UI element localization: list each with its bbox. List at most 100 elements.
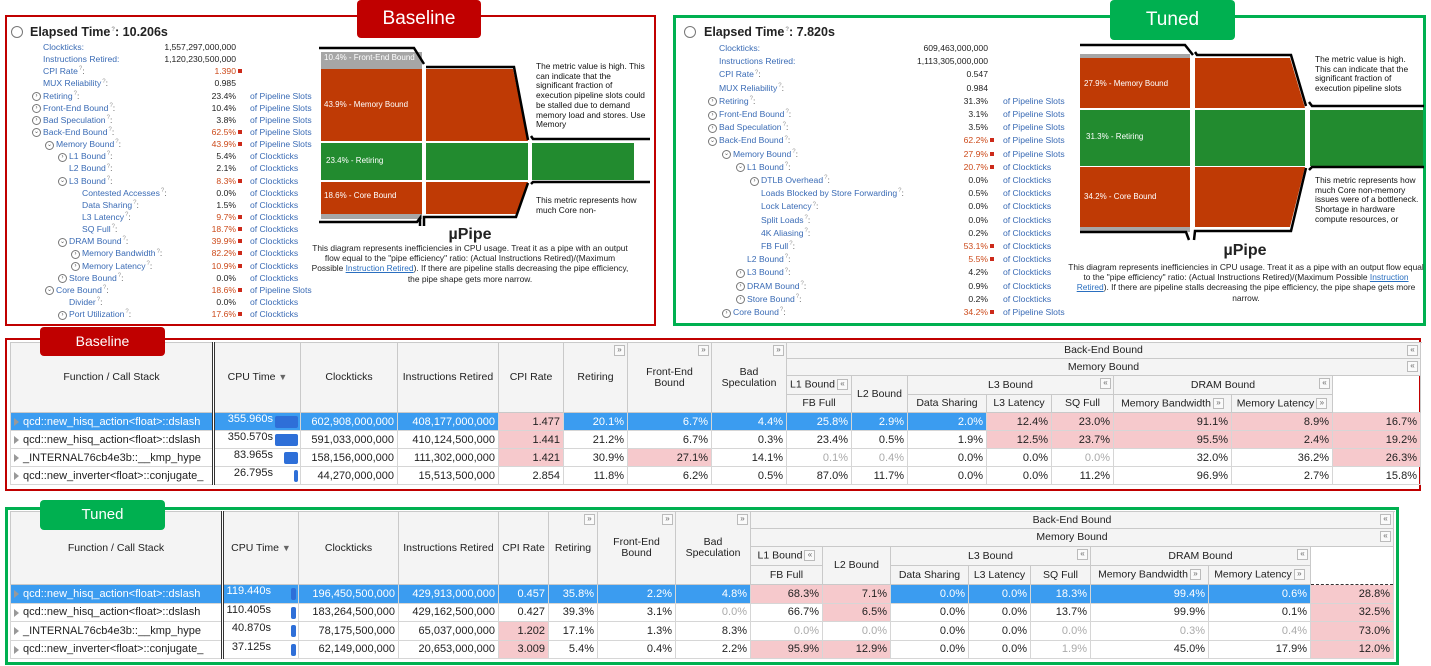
- help-icon[interactable]: ?: [804, 227, 808, 234]
- column-sq-full[interactable]: SQ Full: [1051, 394, 1114, 413]
- function-cell[interactable]: qcd::new_inverter<float>::conjugate_: [10, 466, 215, 485]
- metric-label[interactable]: Lock Latency?:: [761, 201, 818, 211]
- column-clockticks[interactable]: Clockticks: [300, 342, 398, 413]
- help-icon[interactable]: ?: [106, 163, 111, 170]
- column-group-l1-bound[interactable]: L1 Bound: [750, 546, 823, 566]
- metric-label[interactable]: DTLB Overhead?:: [761, 175, 830, 185]
- function-cell[interactable]: qcd::new_hisq_action<float>::dslash: [10, 430, 215, 449]
- metric-label[interactable]: Bad Speculation?:: [43, 115, 112, 125]
- help-icon[interactable]: ?: [106, 114, 110, 121]
- expand-column-button[interactable]: [1189, 569, 1201, 581]
- expand-icon[interactable]: [708, 97, 717, 107]
- column-l2-bound[interactable]: L2 Bound: [851, 375, 908, 413]
- metric-label[interactable]: FB Full?:: [761, 241, 795, 251]
- help-icon[interactable]: ?: [800, 280, 804, 287]
- table-row[interactable]: qcd::new_hisq_action<float>::dslash 119.4…: [10, 584, 1394, 604]
- metric-label[interactable]: Divider?:: [69, 297, 102, 307]
- collapse-icon[interactable]: [58, 177, 67, 187]
- metric-label[interactable]: Front-End Bound?:: [43, 103, 115, 113]
- column-l3-latency[interactable]: L3 Latency: [968, 565, 1031, 585]
- table-row[interactable]: _INTERNAL76cb4e3b::__kmp_hype 83.965s 158,…: [10, 448, 1421, 467]
- expand-icon[interactable]: [750, 176, 759, 186]
- column-group-memory-bound[interactable]: Memory Bound: [750, 528, 1394, 547]
- help-icon[interactable]: ?: [789, 241, 793, 248]
- column-group-back-end-bound[interactable]: Back-End Bound: [750, 511, 1394, 529]
- collapse-column-button[interactable]: [1380, 531, 1391, 542]
- expand-icon[interactable]: [32, 92, 41, 102]
- collapse-column-button[interactable]: [836, 379, 848, 391]
- collapse-icon[interactable]: [45, 286, 54, 296]
- column-fb-full[interactable]: FB Full: [750, 565, 823, 585]
- metric-label[interactable]: Clockticks:: [43, 42, 84, 52]
- metric-label[interactable]: Store Bound?:: [69, 273, 124, 283]
- column-data-sharing[interactable]: Data Sharing: [890, 565, 969, 585]
- metric-label[interactable]: L3 Bound?:: [69, 176, 113, 186]
- function-cell[interactable]: _INTERNAL76cb4e3b::__kmp_hype: [10, 448, 215, 467]
- help-icon[interactable]: ?: [784, 135, 788, 142]
- help-icon[interactable]: ?: [73, 90, 77, 97]
- column-cpu-time[interactable]: CPU Time ▼: [213, 342, 301, 413]
- instruction-retired-link[interactable]: Instruction Retired: [1076, 272, 1409, 293]
- help-icon[interactable]: ?: [782, 122, 786, 129]
- help-icon[interactable]: ?: [133, 199, 137, 206]
- metric-label[interactable]: Instructions Retired:: [719, 56, 795, 66]
- help-icon[interactable]: ?: [146, 260, 150, 267]
- function-cell[interactable]: qcd::new_hisq_action<float>::dslash: [10, 602, 224, 622]
- metric-label[interactable]: Core Bound?:: [733, 307, 786, 317]
- help-icon[interactable]: ?: [754, 69, 759, 76]
- expand-icon[interactable]: [71, 249, 80, 259]
- metric-label[interactable]: Back-End Bound?:: [719, 135, 790, 145]
- expand-column-button[interactable]: [662, 514, 673, 525]
- metric-label[interactable]: Memory Bound?:: [733, 149, 798, 159]
- help-icon[interactable]: ?: [792, 148, 796, 155]
- metric-label[interactable]: Contested Accesses?:: [82, 188, 167, 198]
- column-fb-full[interactable]: FB Full: [786, 394, 852, 413]
- column-clockticks[interactable]: Clockticks: [298, 511, 399, 585]
- help-icon[interactable]: ?: [784, 267, 789, 274]
- expand-column-button[interactable]: [773, 345, 784, 356]
- help-icon[interactable]: ?: [108, 127, 112, 134]
- expand-column-button[interactable]: [1212, 397, 1224, 409]
- metric-label[interactable]: L2 Bound?:: [747, 254, 791, 264]
- collapse-column-button[interactable]: [1407, 361, 1418, 372]
- help-icon[interactable]: ?: [804, 214, 808, 221]
- column-instructions-retired[interactable]: Instructions Retired: [398, 511, 499, 585]
- collapse-icon[interactable]: [58, 237, 67, 247]
- help-icon[interactable]: ?: [125, 309, 129, 316]
- column-memory-latency[interactable]: Memory Latency: [1208, 565, 1311, 585]
- table-row[interactable]: _INTERNAL76cb4e3b::__kmp_hype 40.870s 78,1…: [10, 621, 1394, 641]
- metric-label[interactable]: DRAM Bound?:: [747, 281, 806, 291]
- collapse-column-button[interactable]: [1407, 345, 1418, 356]
- help-icon[interactable]: ?: [812, 201, 816, 208]
- metric-label[interactable]: L2 Bound?:: [69, 163, 113, 173]
- help-icon[interactable]: ?: [78, 66, 83, 73]
- metric-label[interactable]: SQ Full?:: [82, 224, 117, 234]
- help-icon[interactable]: ?: [749, 95, 753, 102]
- function-cell[interactable]: qcd::new_hisq_action<float>::dslash: [10, 584, 224, 604]
- column-bad-speculation[interactable]: Bad Speculation: [675, 511, 751, 585]
- metric-label[interactable]: Store Bound?:: [747, 294, 802, 304]
- function-cell[interactable]: _INTERNAL76cb4e3b::__kmp_hype: [10, 621, 224, 641]
- help-icon[interactable]: ?: [125, 212, 129, 219]
- collapse-column-button[interactable]: [1380, 514, 1391, 525]
- metric-label[interactable]: Core Bound?:: [56, 285, 109, 295]
- expand-column-button[interactable]: [737, 514, 748, 525]
- metric-label[interactable]: MUX Reliability?:: [43, 78, 108, 88]
- metric-label[interactable]: MUX Reliability?:: [719, 83, 784, 93]
- help-icon[interactable]: ?: [778, 82, 782, 89]
- help-icon[interactable]: ?: [784, 254, 789, 261]
- metric-label[interactable]: Retiring?:: [719, 96, 755, 106]
- metric-label[interactable]: Front-End Bound?:: [719, 109, 791, 119]
- column-group-dram-bound[interactable]: DRAM Bound: [1090, 546, 1311, 566]
- column-cpi-rate[interactable]: CPI Rate: [498, 342, 564, 413]
- metric-label[interactable]: Back-End Bound?:: [43, 127, 114, 137]
- collapse-column-button[interactable]: [1319, 378, 1330, 389]
- expand-icon[interactable]: [32, 116, 41, 126]
- help-icon[interactable]: ?: [106, 151, 111, 158]
- table-row[interactable]: qcd::new_inverter<float>::conjugate_ 26.7…: [10, 466, 1421, 485]
- column-l2-bound[interactable]: L2 Bound: [822, 546, 891, 585]
- collapse-column-button[interactable]: [1100, 378, 1111, 389]
- help-icon[interactable]: ?: [795, 293, 800, 300]
- help-icon[interactable]: ?: [102, 284, 107, 291]
- column-bad-speculation[interactable]: Bad Speculation: [711, 342, 787, 413]
